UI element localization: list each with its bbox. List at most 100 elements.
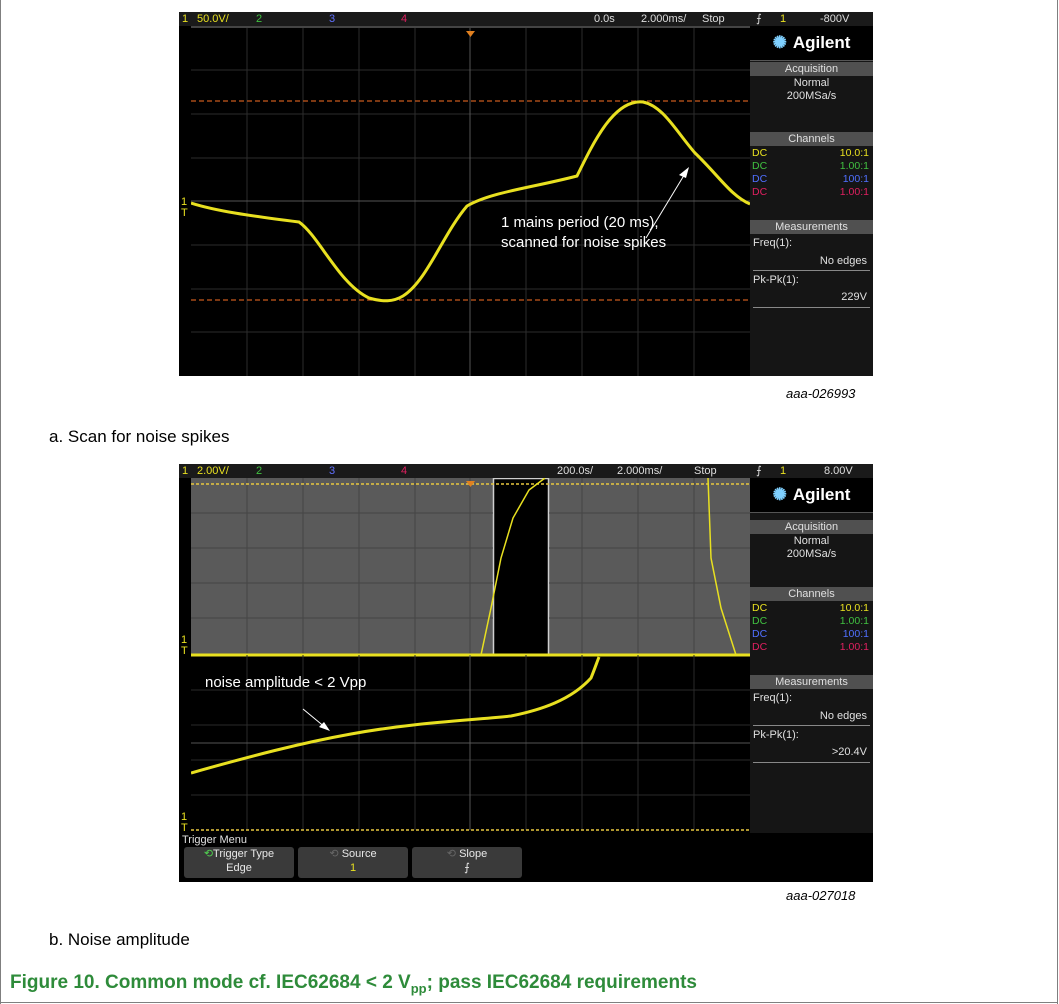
rotate-knob-icon: ⟲ (329, 848, 339, 860)
acquisition-mode: Normal (793, 535, 830, 547)
softkey-slope[interactable]: ⟲ Slope ⨍ (412, 847, 522, 878)
freq-label: Freq(1): (753, 237, 793, 249)
channel-row-2: DC 1.00:1 (752, 160, 869, 173)
softkey-label: Trigger Type (213, 848, 275, 860)
acquisition-mode: Normal (793, 77, 830, 89)
freq-value: No edges (819, 255, 867, 267)
waveform-grid-b (191, 478, 750, 831)
annotation-noise-amplitude: noise amplitude < 2 Vpp (205, 674, 367, 691)
meas-divider (753, 725, 870, 726)
figure-title: Figure 10. Common mode cf. IEC62684 < 2 … (10, 972, 697, 996)
trigger-menu-bar: Trigger Menu ⟲Trigger Type Edge ⟲ Source… (179, 833, 873, 882)
rotate-knob-icon: ⟲ (203, 848, 214, 860)
coupling: DC (752, 641, 768, 653)
ch3-indicator: 3 (329, 465, 336, 477)
trigger-slope-icon: ⨍ (756, 465, 762, 477)
ch1-indicator: 1 (182, 465, 189, 477)
coupling: DC (752, 628, 768, 640)
status-bar-a: 1 50.0V/ 2 3 4 0.0s 2.000ms/ Stop (179, 12, 750, 26)
coupling: DC (752, 615, 768, 627)
figure-title-prefix: Figure 10. Common mode cf. IEC62684 < 2 … (10, 972, 411, 993)
side-panel-a: ✺ Agilent Acquisition Normal 200MSa/s Cha… (750, 26, 873, 376)
caption-b: b. Noise amplitude (49, 930, 190, 949)
figure-title-subscript: pp (410, 980, 427, 996)
ch4-indicator: 4 (401, 465, 408, 477)
time-scale: 2.000ms/ (617, 465, 663, 477)
agilent-logo: ✺ Agilent (750, 478, 873, 513)
pkpk-value: >20.4V (831, 746, 867, 758)
probe-ratio: 1.00:1 (839, 641, 869, 653)
trigger-level: 8.00V (824, 465, 853, 477)
annotation-mains-period: 1 mains period (20 ms), scanned for nois… (501, 213, 666, 253)
caption-a: a. Scan for noise spikes (49, 427, 230, 446)
status-bar-b: 1 2.00V/ 2 3 4 200.0s/ 2.000ms/ Stop (179, 464, 750, 478)
channel-row-4: DC 1.00:1 (752, 641, 869, 654)
trigger-channel: 1 (780, 465, 787, 477)
sample-rate: 200MSa/s (786, 90, 837, 102)
probe-ratio: 100:1 (842, 628, 869, 640)
page-frame-left (0, 0, 1, 1004)
figure-title-suffix: ; pass IEC62684 requirements (426, 972, 697, 993)
oscilloscope-screen-b: 1 2.00V/ 2 3 4 200.0s/ 2.000ms/ Stop ⨍ 1… (179, 464, 873, 882)
channel-row-1: DC 10.0:1 (752, 602, 869, 615)
meas-divider (753, 307, 870, 308)
ch1-scale: 2.00V/ (197, 465, 229, 477)
meas-divider (753, 270, 870, 271)
ch4-indicator: 4 (401, 13, 408, 25)
page-frame-bottom (0, 1002, 1058, 1003)
acquisition-header: Acquisition (750, 520, 873, 534)
meas-divider (753, 762, 870, 763)
annotation-line-1: 1 mains period (20 ms), (501, 214, 659, 231)
trigger-status-a: ⨍ 1 -800V (750, 12, 873, 26)
probe-ratio: 1.00:1 (839, 615, 869, 627)
time-scale: 2.000ms/ (641, 13, 687, 25)
trigger-slope-icon: ⨍ (756, 13, 762, 25)
trigger-channel: 1 (780, 13, 787, 25)
pkpk-label: Pk-Pk(1): (753, 274, 799, 286)
softkey-trigger-type[interactable]: ⟲Trigger Type Edge (184, 847, 294, 878)
acquisition-header: Acquisition (750, 62, 873, 76)
coupling: DC (752, 602, 768, 614)
trigger-status-b: ⨍ 1 8.00V (750, 464, 873, 478)
time-position: 0.0s (594, 13, 615, 25)
trigger-level: -800V (820, 13, 850, 25)
coupling: DC (752, 186, 768, 198)
softkey-value: Edge (226, 862, 252, 874)
softkey-value: ⨍ (464, 862, 470, 874)
oscilloscope-screen-a: 1 50.0V/ 2 3 4 0.0s 2.000ms/ Stop ⨍ 1 -8… (179, 12, 873, 376)
waveform-grid-a (191, 26, 750, 376)
channel-row-1: DC 10.0:1 (752, 147, 869, 160)
probe-ratio: 1.00:1 (839, 186, 869, 198)
channel-row-4: DC 1.00:1 (752, 186, 869, 199)
pkpk-label: Pk-Pk(1): (753, 729, 799, 741)
softkey-source[interactable]: ⟲ Source 1 (298, 847, 408, 878)
coupling: DC (752, 160, 768, 172)
channel-row-2: DC 1.00:1 (752, 615, 869, 628)
softkey-value: 1 (349, 862, 357, 874)
side-panel-b: ✺ Agilent Acquisition Normal 200MSa/s Cha… (750, 478, 873, 833)
pkpk-value: 229V (841, 291, 867, 303)
probe-ratio: 10.0:1 (839, 147, 869, 159)
agilent-logo: ✺ Agilent (750, 26, 873, 61)
rotate-knob-icon: ⟲ (446, 848, 456, 860)
coupling: DC (752, 147, 768, 159)
sample-rate: 200MSa/s (786, 548, 837, 560)
coupling: DC (752, 173, 768, 185)
page-frame-right (1057, 0, 1058, 1004)
ch2-indicator: 2 (256, 13, 263, 25)
time-position: 200.0s/ (557, 465, 594, 477)
probe-ratio: 100:1 (842, 173, 869, 185)
run-state: Stop (702, 13, 725, 25)
softkey-label: Source (341, 848, 377, 860)
ch2-indicator: 2 (256, 465, 263, 477)
channels-header: Channels (750, 132, 873, 146)
ch3-indicator: 3 (329, 13, 336, 25)
measurements-header: Measurements (750, 675, 873, 689)
freq-value: No edges (819, 710, 867, 722)
softkey-label: Slope (459, 848, 488, 860)
ch1-scale: 50.0V/ (197, 13, 229, 25)
channels-header: Channels (750, 587, 873, 601)
probe-ratio: 1.00:1 (839, 160, 869, 172)
